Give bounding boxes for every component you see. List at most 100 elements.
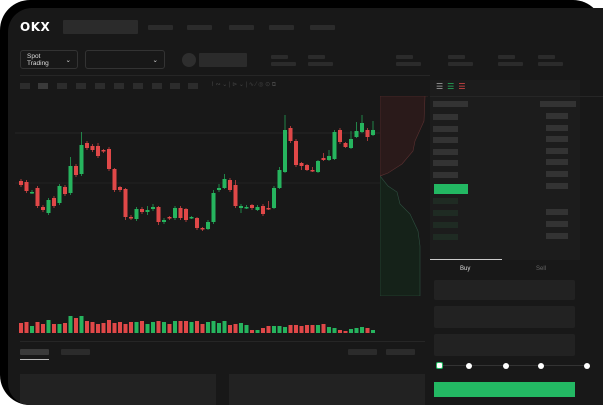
order-book-price[interactable] bbox=[433, 210, 458, 216]
percent-slider-track[interactable] bbox=[438, 365, 588, 366]
volume-bar bbox=[129, 322, 133, 333]
volume-bar bbox=[184, 321, 188, 333]
volume-bar bbox=[167, 324, 172, 333]
price-input[interactable] bbox=[434, 280, 575, 300]
order-book-amount bbox=[546, 125, 568, 131]
timeframe-button[interactable] bbox=[170, 83, 180, 89]
order-book-price[interactable] bbox=[433, 172, 458, 178]
candle-body bbox=[52, 198, 56, 206]
tab-history[interactable] bbox=[61, 349, 90, 355]
volume-bar bbox=[118, 322, 122, 333]
market-type-label: Spot Trading bbox=[27, 52, 49, 67]
coin-icon bbox=[182, 53, 196, 67]
tab-buy[interactable]: Buy bbox=[460, 266, 471, 272]
volume-bar bbox=[123, 324, 128, 333]
nav-item[interactable] bbox=[310, 25, 335, 30]
tab-sell[interactable]: Sell bbox=[536, 266, 547, 272]
candle-body bbox=[222, 179, 227, 188]
candle-body bbox=[85, 143, 89, 148]
candle-body bbox=[327, 156, 331, 160]
nav-item[interactable] bbox=[187, 25, 212, 30]
volume-bar bbox=[52, 324, 56, 333]
buy-submit-button[interactable] bbox=[434, 382, 575, 397]
order-book-price[interactable] bbox=[433, 222, 458, 228]
column-header-amount bbox=[540, 101, 576, 107]
volume-bar bbox=[294, 325, 298, 333]
timeframe-button[interactable] bbox=[114, 83, 124, 89]
candle-body bbox=[244, 207, 249, 209]
candle-body bbox=[134, 209, 139, 219]
candle-body bbox=[140, 209, 144, 212]
slider-stop-25[interactable] bbox=[466, 363, 472, 369]
order-book-price[interactable] bbox=[433, 114, 458, 120]
candle-body bbox=[349, 139, 353, 148]
candle-body bbox=[206, 222, 210, 229]
order-book-amount bbox=[546, 183, 568, 189]
timeframe-button[interactable] bbox=[95, 83, 105, 89]
buy-tab-underline bbox=[430, 259, 502, 260]
timeframe-button[interactable] bbox=[188, 83, 198, 89]
tab-open-orders[interactable] bbox=[20, 349, 49, 355]
volume-bar bbox=[244, 325, 249, 333]
chart-tools-icons[interactable]: ⌇ ∾ ⌄ | ⊳ ⌄ | ∿ ⁄ ◎ ⊙ ⧉ bbox=[211, 82, 277, 88]
order-book-price[interactable] bbox=[433, 198, 458, 204]
nav-item[interactable] bbox=[269, 25, 294, 30]
candle-body bbox=[24, 182, 29, 191]
timeframe-button-active[interactable] bbox=[38, 83, 48, 89]
volume-bar bbox=[222, 321, 227, 333]
order-book-price[interactable] bbox=[433, 137, 458, 143]
volume-bar bbox=[85, 321, 89, 333]
timeframe-button[interactable] bbox=[133, 83, 143, 89]
order-book-price[interactable] bbox=[433, 234, 458, 240]
candle-body bbox=[338, 130, 342, 142]
candle-body bbox=[96, 146, 100, 156]
order-book-price[interactable] bbox=[433, 160, 458, 166]
volume-bar bbox=[107, 320, 111, 333]
slider-stop-75[interactable] bbox=[538, 363, 544, 369]
percent-slider-handle[interactable] bbox=[436, 362, 443, 369]
order-book-price[interactable] bbox=[433, 149, 458, 155]
candle-body bbox=[189, 217, 194, 219]
amount-input[interactable] bbox=[434, 306, 575, 328]
volume-bar bbox=[283, 327, 287, 333]
candle-body bbox=[74, 166, 78, 175]
volume-bar bbox=[360, 327, 364, 333]
search-bar[interactable] bbox=[63, 20, 138, 34]
stat-value bbox=[448, 62, 473, 66]
divider bbox=[430, 96, 603, 97]
volume-bar bbox=[151, 322, 155, 333]
market-type-select[interactable]: Spot Trading ⌄ bbox=[20, 50, 78, 69]
volume-bar bbox=[68, 316, 73, 333]
nav-item[interactable] bbox=[148, 25, 173, 30]
slider-stop-50[interactable] bbox=[503, 363, 509, 369]
stat-label bbox=[498, 55, 515, 59]
candle-body bbox=[233, 185, 238, 206]
volume-bar bbox=[74, 318, 78, 333]
candle-body bbox=[239, 206, 243, 208]
volume-bar bbox=[63, 323, 67, 333]
slider-stop-100[interactable] bbox=[584, 363, 590, 369]
candlestick-chart[interactable] bbox=[15, 95, 380, 335]
timeframe-button[interactable] bbox=[76, 83, 86, 89]
candle-body bbox=[167, 217, 172, 219]
timeframe-button[interactable] bbox=[20, 83, 30, 89]
filter-button[interactable] bbox=[386, 349, 415, 355]
order-book-price[interactable] bbox=[433, 126, 458, 132]
filter-button[interactable] bbox=[348, 349, 377, 355]
pair-select[interactable]: ⌄ bbox=[85, 50, 165, 69]
candle-body bbox=[35, 188, 40, 206]
timeframe-button[interactable] bbox=[152, 83, 162, 89]
volume-bar bbox=[101, 323, 106, 333]
stat-label bbox=[308, 55, 325, 59]
nav-item[interactable] bbox=[229, 25, 254, 30]
candle-body bbox=[272, 188, 276, 208]
stat-label bbox=[448, 55, 465, 59]
timeframe-button[interactable] bbox=[57, 83, 67, 89]
order-book-amount bbox=[546, 148, 568, 154]
volume-bar bbox=[316, 325, 320, 333]
order-book-view-icons[interactable]: ☰☰☰ bbox=[436, 82, 470, 91]
total-input[interactable] bbox=[434, 334, 575, 356]
candle-body bbox=[354, 131, 359, 137]
candle-body bbox=[332, 132, 337, 159]
volume-bar bbox=[19, 323, 23, 333]
